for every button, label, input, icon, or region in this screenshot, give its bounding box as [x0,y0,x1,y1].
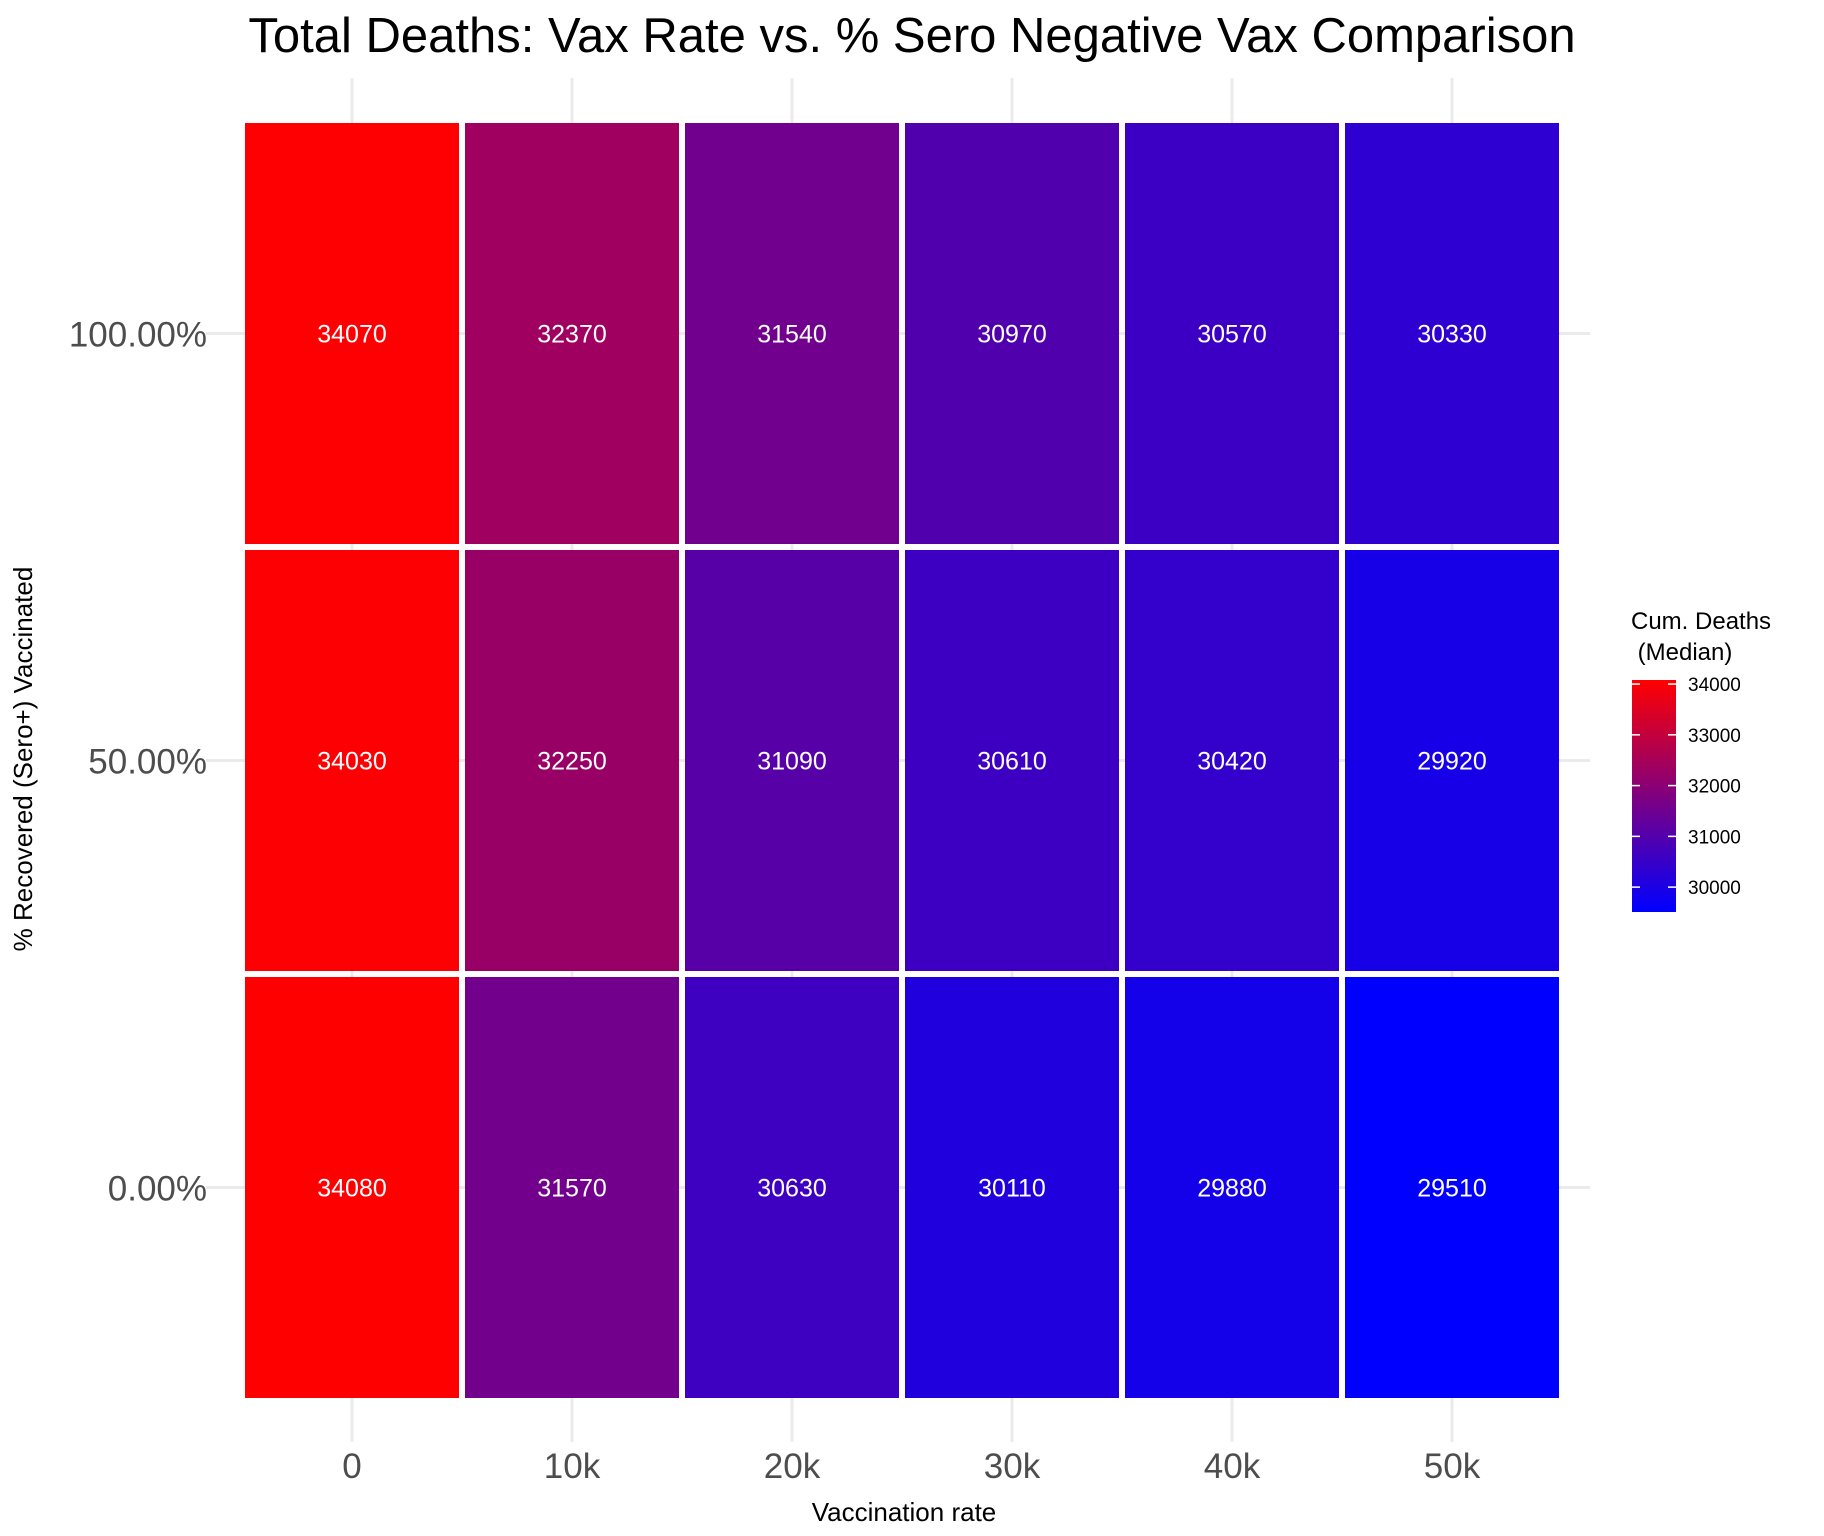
legend-tick-label: 30000 [1688,878,1741,899]
cell-value-label: 30110 [978,1175,1046,1203]
x-tick-label: 40k [1204,1447,1261,1486]
heatmap-cell [245,977,459,1398]
cell-value-label: 31090 [757,748,827,776]
heatmap-cell [685,123,899,544]
x-axis-title: Vaccination rate [812,1497,997,1527]
cell-value-label: 29510 [1417,1175,1487,1203]
heatmap-cell [245,550,459,971]
heatmap-cell [1125,977,1339,1398]
cell-value-label: 29920 [1417,748,1487,776]
heatmap-cell [905,550,1119,971]
legend-tick-label: 32000 [1688,777,1741,798]
heatmap-cell [685,550,899,971]
heatmap-cell [905,123,1119,544]
cell-value-label: 30330 [1417,321,1487,349]
heatmap-cells [245,123,1559,1398]
color-legend: Cum. Deaths (Median) 34000 33000 32000 3100… [1631,608,1771,912]
cell-value-label: 34030 [317,748,387,776]
cell-value-label: 30570 [1197,321,1267,349]
y-tick-label: 100.00% [69,316,207,355]
x-axis-tick-labels: 0 10k 20k 30k 40k 50k [342,1447,1480,1486]
heatmap-cell [1125,550,1339,971]
cell-value-label: 31540 [757,321,827,349]
legend-title-line1: Cum. Deaths [1631,608,1771,635]
cell-value-label: 30610 [977,748,1047,776]
x-tick-label: 10k [544,1447,601,1486]
heatmap-cell [1345,550,1559,971]
heatmap-cell [1345,123,1559,544]
y-axis-title: % Recovered (Sero+) Vaccinated [8,567,38,952]
y-axis-tick-labels: 0.00% 50.00% 100.00% [69,316,207,1209]
legend-tick-label: 31000 [1688,827,1741,848]
heatmap-cell [685,977,899,1398]
legend-ticks: 34000 33000 32000 31000 30000 [1632,675,1741,899]
legend-tick-label: 33000 [1688,726,1741,747]
cell-value-labels: 34080 31570 30630 30110 29880 29510 34030 32250… [317,321,1487,1203]
heatmap-cell [465,123,679,544]
y-tick-label: 0.00% [108,1170,207,1209]
heatmap-cell [465,977,679,1398]
cell-value-label: 30420 [1197,748,1267,776]
x-tick-label: 30k [984,1447,1041,1486]
y-tick-label: 50.00% [88,743,207,782]
heatmap-cell [245,123,459,544]
heatmap-cell [1125,123,1339,544]
cell-value-label: 32370 [537,321,607,349]
chart-title: Total Deaths: Vax Rate vs. % Sero Negati… [248,9,1575,63]
cell-value-label: 32250 [537,748,607,776]
cell-value-label: 29880 [1197,1175,1267,1203]
heatmap-cell [905,977,1119,1398]
x-tick-label: 0 [342,1447,361,1486]
legend-color-bar [1632,680,1676,912]
legend-title-line2: (Median) [1631,639,1732,666]
heatmap-cell [465,550,679,971]
cell-value-label: 30630 [757,1175,827,1203]
x-tick-label: 20k [764,1447,821,1486]
heatmap-cell [1345,977,1559,1398]
cell-value-label: 34070 [317,321,387,349]
cell-value-label: 30970 [977,321,1047,349]
cell-value-label: 31570 [537,1175,607,1203]
x-tick-label: 50k [1424,1447,1481,1486]
cell-value-label: 34080 [317,1175,387,1203]
legend-tick-label: 34000 [1688,675,1741,696]
